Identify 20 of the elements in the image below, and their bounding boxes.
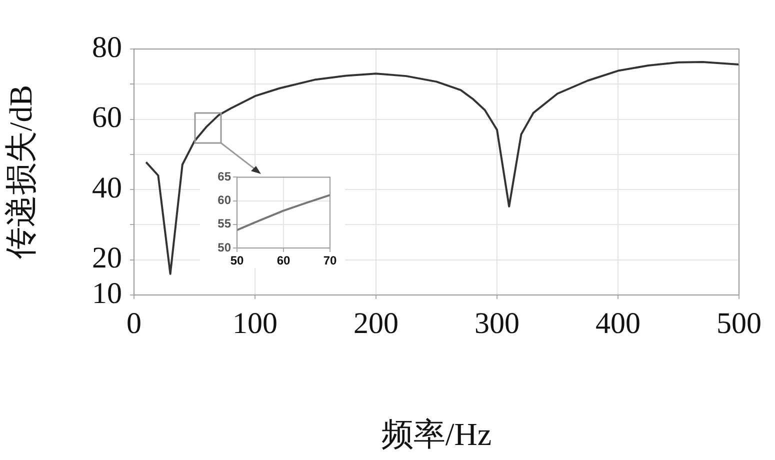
y-tick-label: 55 bbox=[218, 216, 232, 231]
y-tick-label: 60 bbox=[218, 193, 232, 208]
y-tick-label: 40 bbox=[92, 171, 122, 204]
x-tick-label: 60 bbox=[276, 254, 290, 268]
y-tick-label: 20 bbox=[92, 242, 122, 275]
x-tick-label: 0 bbox=[126, 306, 142, 340]
x-tick-label: 50 bbox=[230, 254, 244, 268]
x-tick-label: 400 bbox=[596, 306, 640, 340]
y-tick-label: 50 bbox=[218, 240, 232, 254]
x-tick-label: 500 bbox=[716, 306, 762, 340]
x-tick-label: 70 bbox=[323, 254, 337, 268]
x-tick-label: 300 bbox=[474, 306, 520, 340]
x-tick-label: 100 bbox=[232, 306, 278, 340]
x-tick-label: 200 bbox=[354, 306, 398, 340]
x-axis-title: 频率/Hz bbox=[381, 416, 492, 452]
y-tick-label: 60 bbox=[92, 101, 122, 134]
y-tick-label: 65 bbox=[218, 170, 232, 184]
y-axis-title: 传递损失/dB bbox=[2, 84, 39, 260]
y-tick-label: 10 bbox=[92, 276, 122, 310]
y-tick-label: 80 bbox=[92, 30, 122, 64]
